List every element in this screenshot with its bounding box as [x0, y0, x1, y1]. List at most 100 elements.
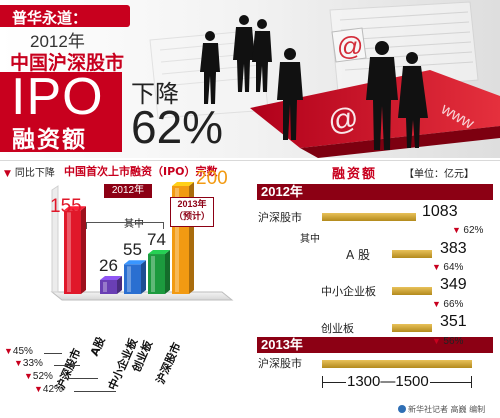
bar-top	[64, 206, 86, 211]
bar-top	[172, 182, 194, 186]
financing-decline-4: ▼ 56%	[432, 336, 463, 347]
yoy-legend: ▼ 同比下降	[4, 164, 55, 179]
bar-side	[141, 260, 146, 294]
financing-bar-1	[322, 213, 416, 221]
financing-sub-label: 其中	[300, 234, 320, 245]
financing-category-2: A 股	[346, 248, 371, 262]
label-2013: 2013年 （预计）	[170, 197, 214, 227]
bar-highlight	[127, 266, 131, 292]
financing-decline-value: 56%	[443, 336, 464, 347]
year-title: 2012年	[30, 32, 85, 51]
bar-top	[124, 260, 146, 265]
down-triangle-icon: ▼	[432, 262, 444, 272]
businesspeople-silhouettes-icon	[200, 15, 428, 150]
bar-front	[148, 254, 165, 294]
yoy-decline-4: ▼42%	[34, 384, 63, 395]
header-banner: @ @ www	[0, 0, 500, 158]
forecast-range-bar	[322, 360, 472, 368]
bar-top	[148, 250, 170, 255]
bar-4	[148, 250, 170, 294]
yoy-decline-1: ▼45%	[4, 346, 33, 357]
value-label-3: 55	[123, 240, 142, 260]
at-sign-icon: @	[331, 27, 367, 63]
financing-heading: 融资额	[12, 127, 87, 153]
bar-2	[100, 275, 122, 294]
leader-line	[54, 365, 80, 366]
market-title: 中国沪深股市	[10, 52, 125, 74]
label-among-them: 其中	[124, 219, 144, 230]
down-triangle-icon: ▼	[34, 384, 43, 394]
xinhua-logo-icon	[398, 405, 406, 413]
bar-side	[165, 250, 170, 294]
leader-line	[74, 391, 116, 392]
divider	[0, 160, 500, 161]
bar-top	[100, 275, 122, 280]
forecast-range-value: 1300—1500	[346, 373, 430, 390]
year-bar-2012: 2012年	[257, 184, 493, 200]
bar-1	[64, 206, 86, 294]
down-triangle-icon: ▼	[4, 169, 11, 179]
forecast-category-label: 沪深股市	[258, 357, 302, 370]
financing-category-4: 创业板	[321, 322, 354, 335]
ipo-heading: IPO	[11, 68, 104, 126]
bar-front	[124, 264, 141, 294]
bar-side	[81, 206, 86, 294]
leader-line	[64, 378, 98, 379]
label-2013-forecast: （预计）	[173, 211, 210, 221]
yoy-decline-value: 42%	[42, 384, 63, 395]
financing-unit: 【单位：亿元】	[404, 169, 474, 180]
yoy-legend-text: 同比下降	[14, 168, 55, 179]
bar-front	[100, 279, 117, 294]
range-tick-right	[471, 376, 472, 388]
financing-decline-value: 66%	[443, 299, 464, 310]
financing-panel-title: 融资额	[332, 167, 378, 182]
financing-decline-2: ▼ 64%	[432, 262, 463, 273]
value-label-1: 155	[50, 196, 82, 218]
financing-bar-3	[392, 287, 432, 295]
value-label-4: 74	[147, 230, 166, 250]
down-triangle-icon: ▼	[4, 346, 13, 356]
footer-credit: 新华社记者 高巍 编制	[398, 404, 485, 415]
financing-decline-value: 64%	[443, 262, 464, 273]
svg-text:@: @	[337, 31, 363, 61]
down-triangle-icon: ▼	[432, 336, 444, 346]
yoy-decline-value: 45%	[12, 346, 33, 357]
value-label-2: 26	[99, 255, 118, 275]
financing-decline-value: 62%	[463, 225, 484, 236]
financing-category-1: 沪深股市	[258, 211, 302, 224]
financing-value-3: 349	[440, 276, 467, 293]
year-bar-2012-label: 2012年	[261, 184, 303, 199]
yoy-decline-value: 33%	[22, 358, 43, 369]
bar-front	[64, 210, 81, 294]
bar-3	[124, 260, 146, 294]
bar-highlight	[151, 256, 155, 292]
source-tag-text: 普华永道：	[12, 9, 88, 27]
footer-credit-text: 新华社记者 高巍 编制	[408, 405, 486, 414]
financing-bar-4	[392, 324, 432, 332]
drop-word: 下降	[131, 80, 179, 108]
yoy-decline-2: ▼33%	[14, 358, 43, 369]
label-2012: 2012年	[104, 184, 152, 198]
down-triangle-icon: ▼	[432, 299, 444, 309]
bar-highlight	[103, 281, 107, 292]
financing-value-1: 1083	[422, 203, 458, 220]
year-bar-2013-label: 2013年	[261, 337, 303, 352]
chart-back-wall	[51, 185, 59, 293]
yoy-decline-value: 52%	[32, 371, 53, 382]
bar-highlight	[175, 188, 179, 292]
among-them-bracket	[86, 222, 164, 229]
year-bar-2013: 2013年	[257, 337, 493, 353]
header-illustration: @ @ www	[0, 0, 500, 158]
down-triangle-icon: ▼	[452, 225, 464, 235]
financing-category-3: 中小企业板	[321, 285, 376, 298]
drop-percentage: 62%	[131, 101, 224, 153]
financing-bar-2	[392, 250, 432, 258]
financing-value-2: 383	[440, 240, 467, 257]
down-triangle-icon: ▼	[14, 358, 23, 368]
leader-line	[44, 353, 62, 354]
bar-highlight	[67, 212, 71, 292]
ipo-box: IPO 融资额	[0, 68, 122, 153]
down-triangle-icon: ▼	[24, 371, 33, 381]
source-tag: 普华永道：	[0, 5, 130, 27]
